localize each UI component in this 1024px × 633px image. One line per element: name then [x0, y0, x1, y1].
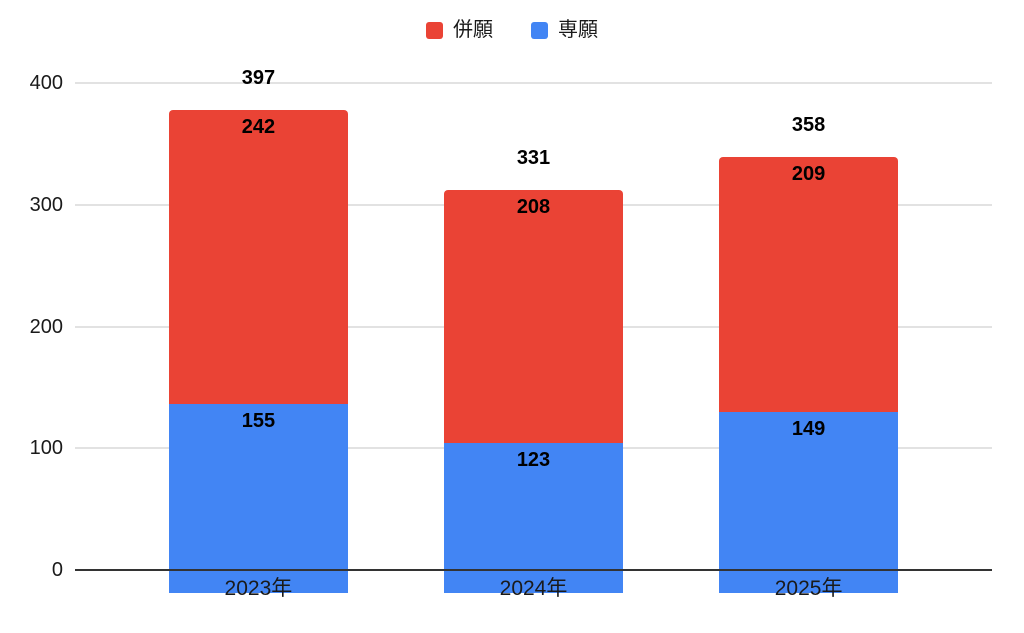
segment-value-label: 123 [516, 449, 551, 472]
bar-segment: 123 [444, 443, 623, 593]
x-axis-baseline [75, 569, 992, 571]
bar-segment: 208 [444, 190, 623, 444]
y-tick-label: 200 [29, 315, 63, 338]
chart-legend: 併願 専願 [0, 20, 1024, 40]
segment-value-label: 209 [791, 163, 826, 186]
x-category-label: 2023年 [224, 577, 293, 600]
bar-segment: 149 [719, 411, 899, 593]
legend-label: 併願 [453, 19, 493, 41]
bar-total-label: 358 [791, 114, 826, 137]
legend-swatch-icon [426, 21, 443, 39]
x-category-label: 2025年 [774, 577, 843, 600]
bar-segment: 155 [168, 404, 348, 593]
bar-total-label: 397 [241, 66, 276, 89]
bar-column-2024年: 123 208 331 [444, 23, 623, 593]
bar-segment: 209 [719, 157, 899, 412]
y-tick-label: 0 [51, 559, 63, 581]
segment-value-label: 242 [241, 115, 276, 138]
y-tick-label: 300 [29, 193, 63, 216]
y-tick-label: 100 [29, 437, 63, 460]
y-tick-label: 400 [29, 72, 63, 94]
segment-value-label: 208 [516, 196, 551, 219]
gridline [75, 82, 992, 84]
bar-column-2023年: 155 242 397 [168, 23, 348, 593]
legend-item-1: 併願 [426, 20, 493, 40]
segment-value-label: 149 [791, 417, 826, 440]
legend-item-2: 専願 [531, 20, 598, 40]
bar-total-label: 331 [516, 147, 551, 170]
legend-swatch-icon [531, 21, 548, 39]
segment-value-label: 155 [241, 410, 276, 433]
bar-segment: 242 [168, 109, 348, 405]
bar-column-2025年: 149 209 358 [719, 23, 899, 593]
x-category-label: 2024年 [499, 577, 568, 600]
legend-label: 専願 [558, 19, 598, 41]
